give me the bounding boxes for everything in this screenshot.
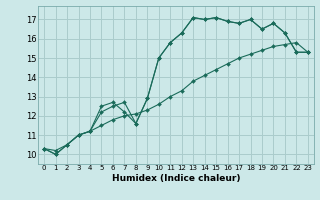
X-axis label: Humidex (Indice chaleur): Humidex (Indice chaleur) — [112, 174, 240, 183]
